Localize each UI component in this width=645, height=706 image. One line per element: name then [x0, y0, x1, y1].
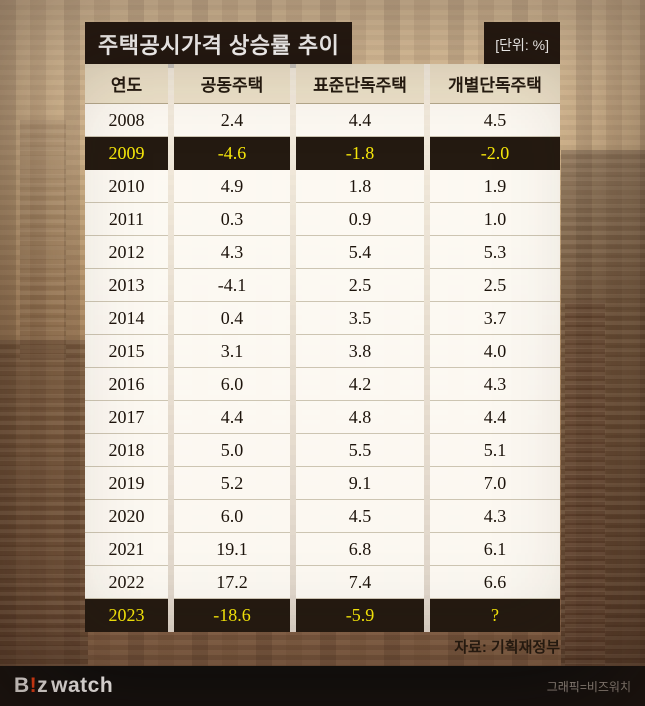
value-cell: 2.5	[430, 269, 560, 302]
value-cell: 1.8	[296, 170, 424, 203]
value-cell-highlight: -5.9	[296, 599, 424, 632]
year-cell: 2014	[85, 302, 168, 335]
value-cell: 3.8	[296, 335, 424, 368]
value-cell: 3.7	[430, 302, 560, 335]
logo-b: B	[14, 674, 30, 697]
value-cell: -4.1	[174, 269, 290, 302]
year-cell: 2010	[85, 170, 168, 203]
value-cell: 5.1	[430, 434, 560, 467]
value-cell: 5.2	[174, 467, 290, 500]
year-cell: 2012	[85, 236, 168, 269]
value-cell: 0.4	[174, 302, 290, 335]
page-title: 주택공시가격 상승률 추이	[85, 22, 353, 68]
footer-bar: B!z watch 그래픽=비즈워치	[0, 666, 645, 706]
value-cell: 1.9	[430, 170, 560, 203]
building-silhouette	[561, 150, 645, 680]
value-cell: 4.9	[174, 170, 290, 203]
value-cell: 4.5	[296, 500, 424, 533]
value-cell: 0.3	[174, 203, 290, 236]
year-cell: 2013	[85, 269, 168, 302]
data-source-label: 자료: 기획재정부	[454, 639, 560, 656]
value-cell-highlight: -4.6	[174, 137, 290, 170]
year-cell-highlight: 2023	[85, 599, 168, 632]
value-cell: 1.0	[430, 203, 560, 236]
building-silhouette	[565, 300, 605, 680]
value-cell: 4.3	[430, 368, 560, 401]
value-cell: 6.6	[430, 566, 560, 599]
value-cell: 3.1	[174, 335, 290, 368]
value-cell: 4.3	[174, 236, 290, 269]
year-cell: 2020	[85, 500, 168, 533]
column-header-year: 연도	[85, 64, 168, 104]
value-cell: 4.4	[174, 401, 290, 434]
value-cell: 6.0	[174, 368, 290, 401]
year-cell: 2019	[85, 467, 168, 500]
logo-z: z	[37, 674, 49, 697]
year-cell: 2018	[85, 434, 168, 467]
value-cell: 4.4	[430, 401, 560, 434]
bizwatch-logo: B!z watch	[14, 674, 113, 698]
value-cell: 5.0	[174, 434, 290, 467]
year-cell: 2017	[85, 401, 168, 434]
logo-exclamation: !	[29, 674, 38, 697]
building-silhouette	[20, 120, 66, 360]
value-cell: 9.1	[296, 467, 424, 500]
building-silhouette	[0, 340, 88, 680]
unit-label: [단위: %]	[484, 22, 560, 68]
column-header-standard-detached: 표준단독주택	[296, 64, 424, 104]
value-cell-highlight: -1.8	[296, 137, 424, 170]
value-cell: 6.1	[430, 533, 560, 566]
graphic-credit: 그래픽=비즈워치	[546, 679, 631, 694]
price-table: 연도 공동주택 표준단독주택 개별단독주택 2008 2.4 4.4 4.5 2…	[85, 64, 560, 632]
header-row: 주택공시가격 상승률 추이 [단위: %]	[85, 22, 560, 68]
value-cell: 6.8	[296, 533, 424, 566]
value-cell: 5.3	[430, 236, 560, 269]
year-cell: 2022	[85, 566, 168, 599]
value-cell: 0.9	[296, 203, 424, 236]
value-cell-highlight: -2.0	[430, 137, 560, 170]
value-cell: 4.5	[430, 104, 560, 137]
year-cell: 2008	[85, 104, 168, 137]
value-cell-highlight: -18.6	[174, 599, 290, 632]
year-cell: 2016	[85, 368, 168, 401]
value-cell: 4.3	[430, 500, 560, 533]
value-cell: 19.1	[174, 533, 290, 566]
logo-watch: watch	[51, 674, 114, 697]
value-cell: 6.0	[174, 500, 290, 533]
year-cell: 2015	[85, 335, 168, 368]
value-cell: 4.4	[296, 104, 424, 137]
value-cell: 5.5	[296, 434, 424, 467]
value-cell: 7.4	[296, 566, 424, 599]
value-cell: 7.0	[430, 467, 560, 500]
year-cell: 2021	[85, 533, 168, 566]
year-cell-highlight: 2009	[85, 137, 168, 170]
value-cell: 2.5	[296, 269, 424, 302]
value-cell: 3.5	[296, 302, 424, 335]
column-header-individual-detached: 개별단독주택	[430, 64, 560, 104]
value-cell: 4.0	[430, 335, 560, 368]
value-cell: 2.4	[174, 104, 290, 137]
value-cell: 17.2	[174, 566, 290, 599]
value-cell-highlight: ?	[430, 599, 560, 632]
value-cell: 5.4	[296, 236, 424, 269]
value-cell: 4.2	[296, 368, 424, 401]
column-header-apartment: 공동주택	[174, 64, 290, 104]
value-cell: 4.8	[296, 401, 424, 434]
year-cell: 2011	[85, 203, 168, 236]
